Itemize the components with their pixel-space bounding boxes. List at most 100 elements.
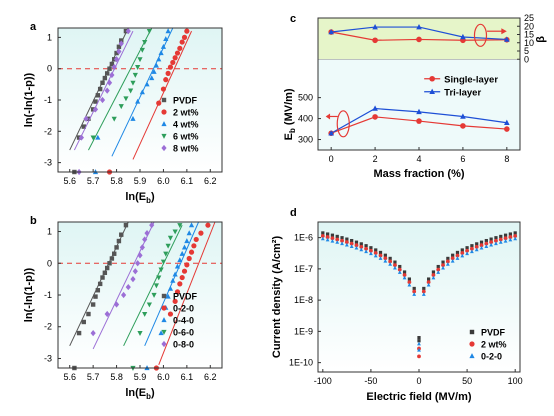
- x-tick-label: 5.6: [63, 372, 76, 382]
- y-left-tick-label: 400: [298, 114, 313, 124]
- data-point: [513, 234, 518, 238]
- x-tick-label: 5.8: [110, 372, 123, 382]
- data-point: [135, 260, 141, 267]
- y-tick-label: 1E-8: [294, 295, 313, 305]
- fit-line: [158, 221, 216, 366]
- data-point: [153, 283, 159, 289]
- origin-point: [417, 336, 421, 340]
- data-point: [142, 311, 148, 317]
- legend-marker: [161, 329, 167, 335]
- origin-point: [417, 339, 421, 343]
- data-point: [165, 293, 171, 299]
- plot-background: [58, 28, 222, 172]
- x-tick-label: 6.0: [157, 372, 170, 382]
- legend-label: 0-2-0: [173, 304, 194, 314]
- data-point: [498, 237, 503, 242]
- data-point: [436, 264, 440, 269]
- data-point: [146, 29, 152, 34]
- x-axis-label: ln(Eb): [125, 191, 155, 205]
- data-point: [95, 288, 101, 293]
- data-point: [335, 240, 340, 244]
- data-point: [354, 240, 359, 244]
- data-point: [153, 62, 159, 68]
- data-point: [123, 96, 129, 102]
- beta-point: [504, 36, 510, 42]
- data-point: [470, 244, 474, 248]
- legend-marker: [469, 353, 475, 359]
- data-point: [116, 238, 122, 244]
- legend-marker: [429, 75, 435, 82]
- data-point: [102, 270, 108, 275]
- data-point: [191, 243, 197, 249]
- data-point: [445, 262, 450, 266]
- data-point: [398, 264, 402, 269]
- data-point: [364, 249, 368, 254]
- data-point: [81, 124, 86, 129]
- data-point: [151, 68, 157, 74]
- data-point: [109, 61, 115, 67]
- data-point: [455, 253, 460, 258]
- data-point: [130, 80, 136, 86]
- x-axis-label: Electric field (MV/m): [366, 391, 471, 403]
- data-point: [100, 80, 105, 85]
- x-tick-label: -100: [314, 376, 332, 386]
- series-2-wt-: [106, 28, 192, 175]
- beta-point: [460, 33, 466, 40]
- x-tick-label: 6.0: [157, 176, 170, 186]
- x-tick-label: 5.9: [134, 176, 147, 186]
- y-tick-label: 1E-10: [289, 358, 313, 368]
- data-point: [109, 71, 115, 79]
- legend-label: 0-8-0: [173, 340, 194, 350]
- data-point: [359, 245, 364, 249]
- data-point: [494, 241, 498, 246]
- data-point: [446, 256, 450, 261]
- data-point: [383, 253, 387, 257]
- data-point: [119, 232, 124, 237]
- x-tick-label: -50: [364, 376, 377, 386]
- eb-arrowhead: [325, 113, 331, 120]
- data-point: [354, 243, 359, 248]
- data-point: [340, 236, 344, 240]
- data-point: [167, 64, 174, 70]
- data-point: [412, 286, 416, 291]
- data-point: [111, 116, 117, 122]
- data-point: [494, 236, 498, 240]
- data-point: [174, 289, 181, 295]
- data-point: [489, 242, 494, 247]
- data-point: [479, 240, 484, 244]
- data-point: [186, 230, 192, 236]
- data-point: [354, 245, 359, 250]
- x-tick-label: 0: [329, 154, 334, 164]
- y-right-tick-label: 10: [524, 38, 534, 48]
- data-point: [95, 134, 101, 140]
- y-tick-label: 0: [47, 64, 52, 74]
- data-point: [170, 59, 176, 66]
- legend-marker: [161, 144, 167, 152]
- legend-label: PVDF: [173, 292, 198, 302]
- data-point: [402, 273, 407, 277]
- legend-label: 2 wt%: [481, 340, 507, 350]
- data-point: [119, 38, 124, 43]
- series-tri-layer: [328, 23, 510, 136]
- data-point: [104, 265, 110, 271]
- data-point: [508, 232, 512, 236]
- data-point: [494, 238, 498, 243]
- data-point: [93, 294, 98, 299]
- data-point: [359, 242, 363, 246]
- data-point: [142, 40, 148, 45]
- legend-label: PVDF: [173, 96, 198, 106]
- y-axis-label: ln(-ln(1-p)): [23, 267, 35, 322]
- beta-arrowhead: [501, 28, 507, 35]
- y-tick-label: -3: [44, 353, 52, 363]
- y-tick-label: 1E-6: [294, 233, 313, 243]
- data-point: [450, 256, 455, 261]
- data-point: [364, 244, 368, 248]
- series-0-2-0: [320, 236, 518, 352]
- legend-label: PVDF: [481, 328, 506, 338]
- data-point: [163, 77, 169, 83]
- data-point: [513, 231, 517, 235]
- data-point: [107, 66, 112, 71]
- data-point: [86, 311, 91, 317]
- origin-point: [417, 348, 421, 352]
